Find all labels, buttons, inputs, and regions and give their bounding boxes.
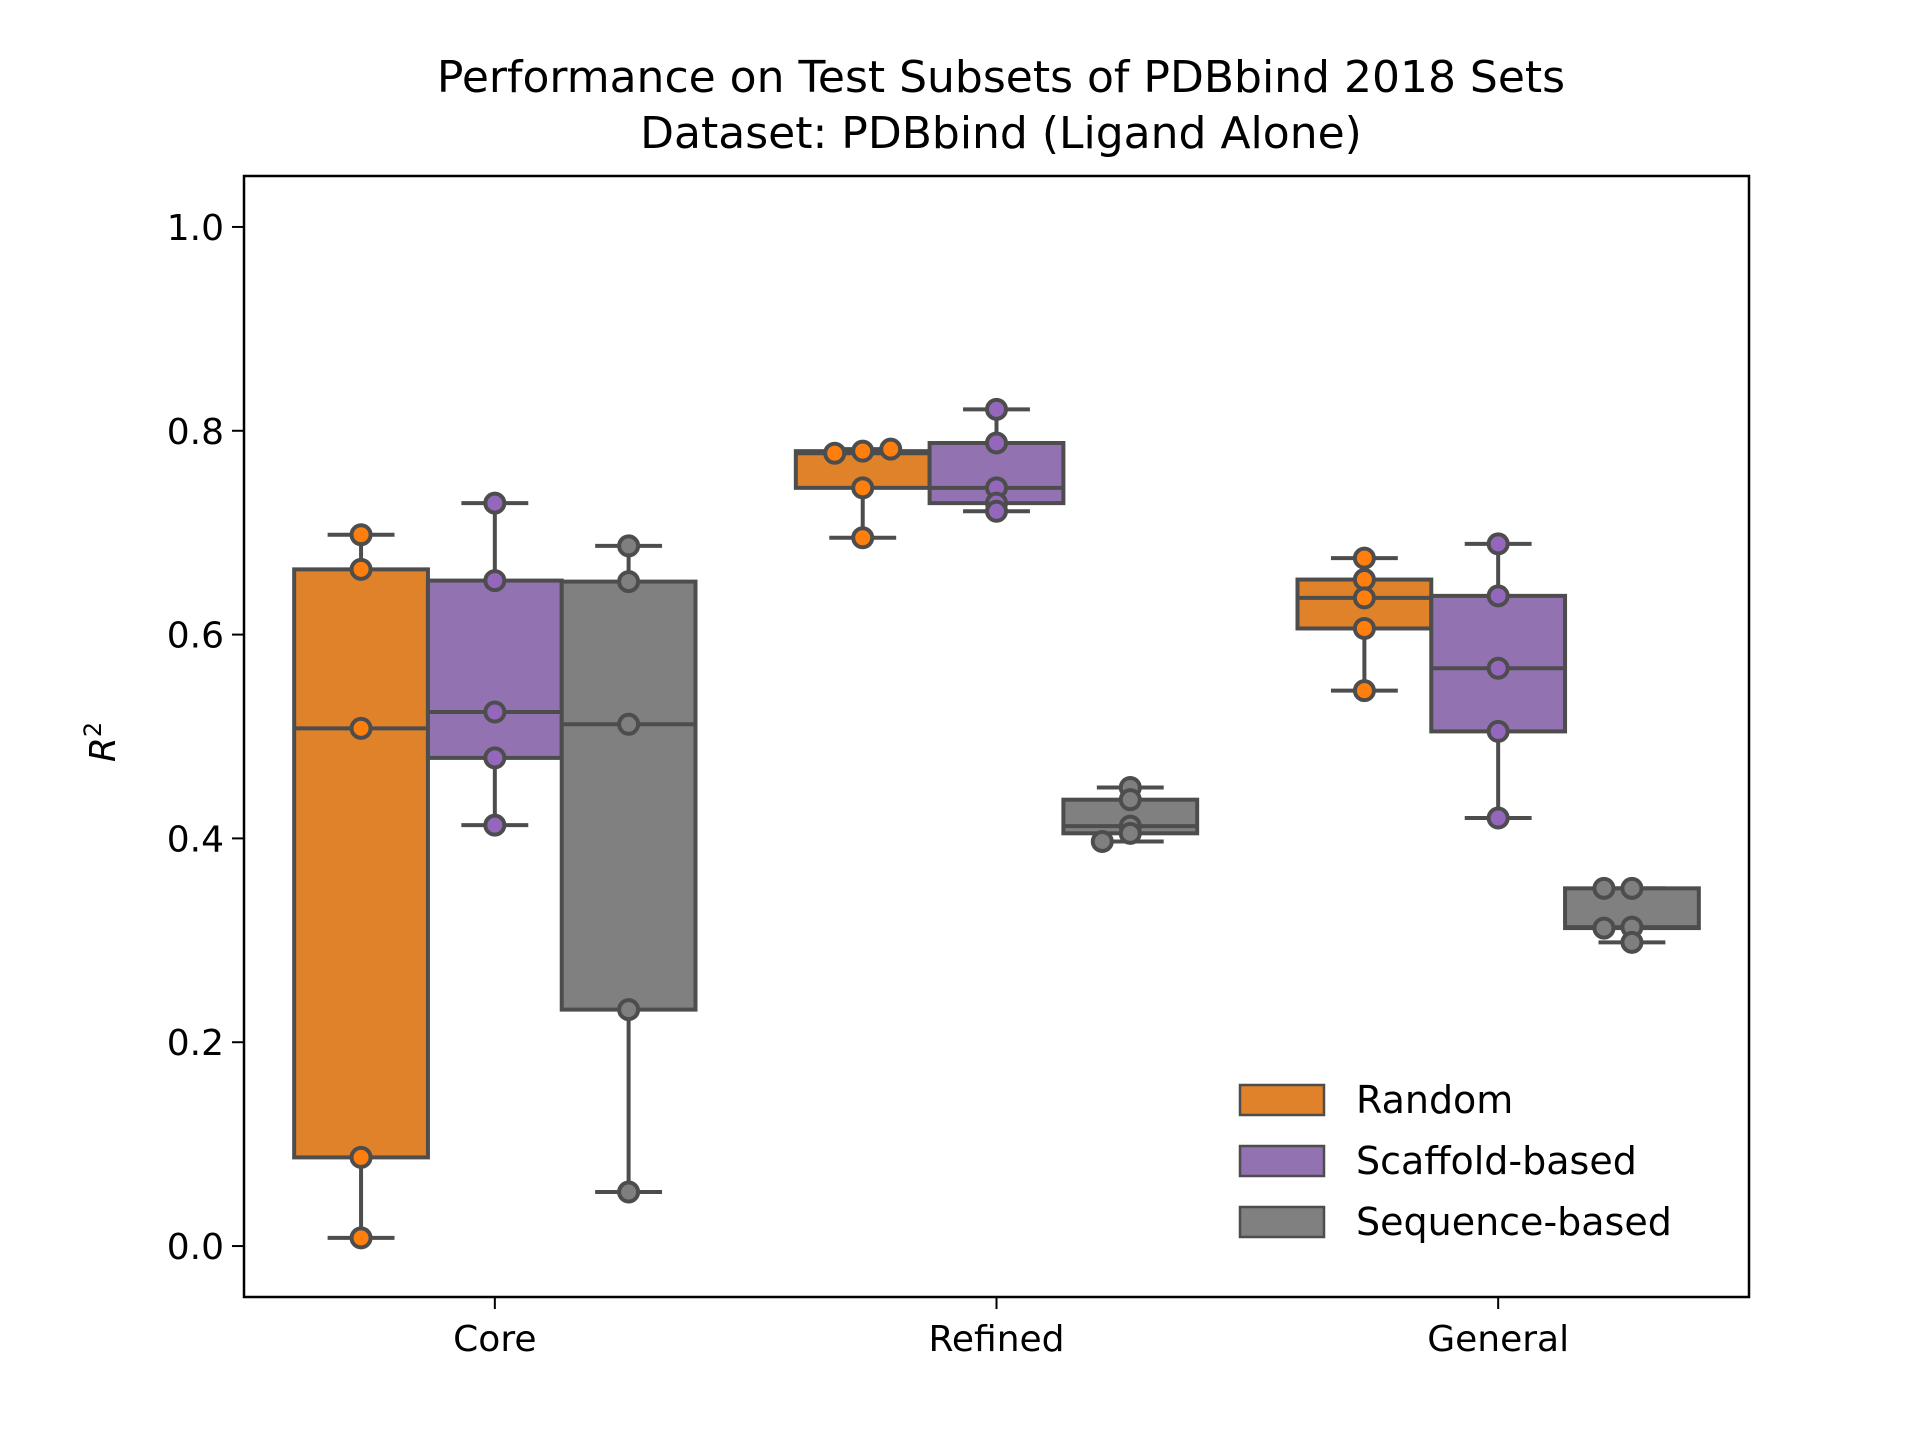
x-tick-label: Core <box>453 1319 536 1360</box>
box-group <box>292 523 430 1250</box>
legend: Random Scaffold-based Sequence-based <box>1238 1078 1672 1244</box>
y-tick-label: 0.6 <box>167 616 224 657</box>
plot-frame <box>242 174 1751 1299</box>
data-point <box>985 397 1008 421</box>
y-axis-label-superscript: 2 <box>79 722 107 737</box>
data-point <box>617 570 641 594</box>
data-point <box>1352 586 1376 610</box>
chart-title: Performance on Test Subsets of PDBbind 2… <box>437 52 1565 103</box>
data-point <box>617 534 641 558</box>
data-point <box>483 491 507 515</box>
data-point <box>1620 930 1644 954</box>
box <box>425 578 564 760</box>
data-point <box>483 700 507 724</box>
data-point <box>483 569 507 593</box>
y-tick-label: 0.2 <box>167 1023 224 1064</box>
data-point <box>823 441 847 465</box>
data-point <box>349 716 373 740</box>
legend-label: Scaffold-based <box>1356 1139 1637 1183</box>
data-point <box>851 439 875 463</box>
data-point <box>1352 679 1376 703</box>
data-point <box>985 431 1008 455</box>
box-group <box>1295 546 1434 703</box>
data-point <box>349 523 373 547</box>
data-point <box>985 499 1008 523</box>
legend-swatch <box>1238 1083 1326 1117</box>
y-axis-label-base: R <box>83 737 124 762</box>
data-point <box>1486 532 1510 556</box>
box-group <box>1563 876 1701 954</box>
chart-subtitle: Dataset: PDBbind (Ligand Alone) <box>640 108 1362 159</box>
data-point <box>1592 916 1616 940</box>
data-point <box>1486 584 1510 608</box>
box-group <box>927 397 1066 523</box>
box-group <box>1061 775 1200 853</box>
data-point <box>851 476 875 500</box>
data-point <box>1592 876 1616 900</box>
data-point <box>1486 656 1510 680</box>
legend-label: Random <box>1356 1078 1513 1122</box>
data-point <box>1352 568 1376 592</box>
data-point <box>349 1226 373 1250</box>
y-tick-label: 0.8 <box>167 412 224 453</box>
legend-label: Sequence-based <box>1356 1200 1672 1244</box>
data-point <box>1352 616 1376 640</box>
data-point <box>617 712 641 736</box>
data-point <box>1352 546 1376 570</box>
y-axis-label: R2 <box>79 722 124 762</box>
data-point <box>1486 719 1510 743</box>
x-axis: Core Refined General <box>453 1297 1569 1360</box>
data-point <box>1090 829 1114 853</box>
data-point <box>349 1145 373 1169</box>
data-point <box>349 557 373 581</box>
y-axis: 0.0 0.2 0.4 0.6 0.8 1.0 <box>167 208 244 1268</box>
x-tick-label: General <box>1427 1319 1569 1360</box>
box-group <box>425 491 564 837</box>
plot-area <box>292 397 1701 1250</box>
data-point <box>617 1180 641 1204</box>
y-tick-label: 1.0 <box>167 208 224 249</box>
data-point <box>617 998 641 1022</box>
legend-swatch <box>1238 1144 1326 1178</box>
box-group <box>559 534 698 1204</box>
x-tick-label: Refined <box>928 1319 1064 1360</box>
data-point <box>1620 876 1644 900</box>
data-point <box>851 526 875 550</box>
data-point <box>483 813 507 837</box>
data-point <box>879 437 903 461</box>
data-point <box>1486 806 1510 830</box>
data-point <box>483 746 507 770</box>
y-tick-label: 0.4 <box>167 819 224 860</box>
box <box>559 579 698 1012</box>
box <box>292 567 430 1160</box>
legend-swatch <box>1238 1205 1326 1239</box>
data-point <box>1118 788 1142 812</box>
box-group <box>793 437 932 550</box>
y-tick-label: 0.0 <box>167 1227 224 1268</box>
data-point <box>1118 821 1142 845</box>
box-group <box>1429 532 1568 830</box>
